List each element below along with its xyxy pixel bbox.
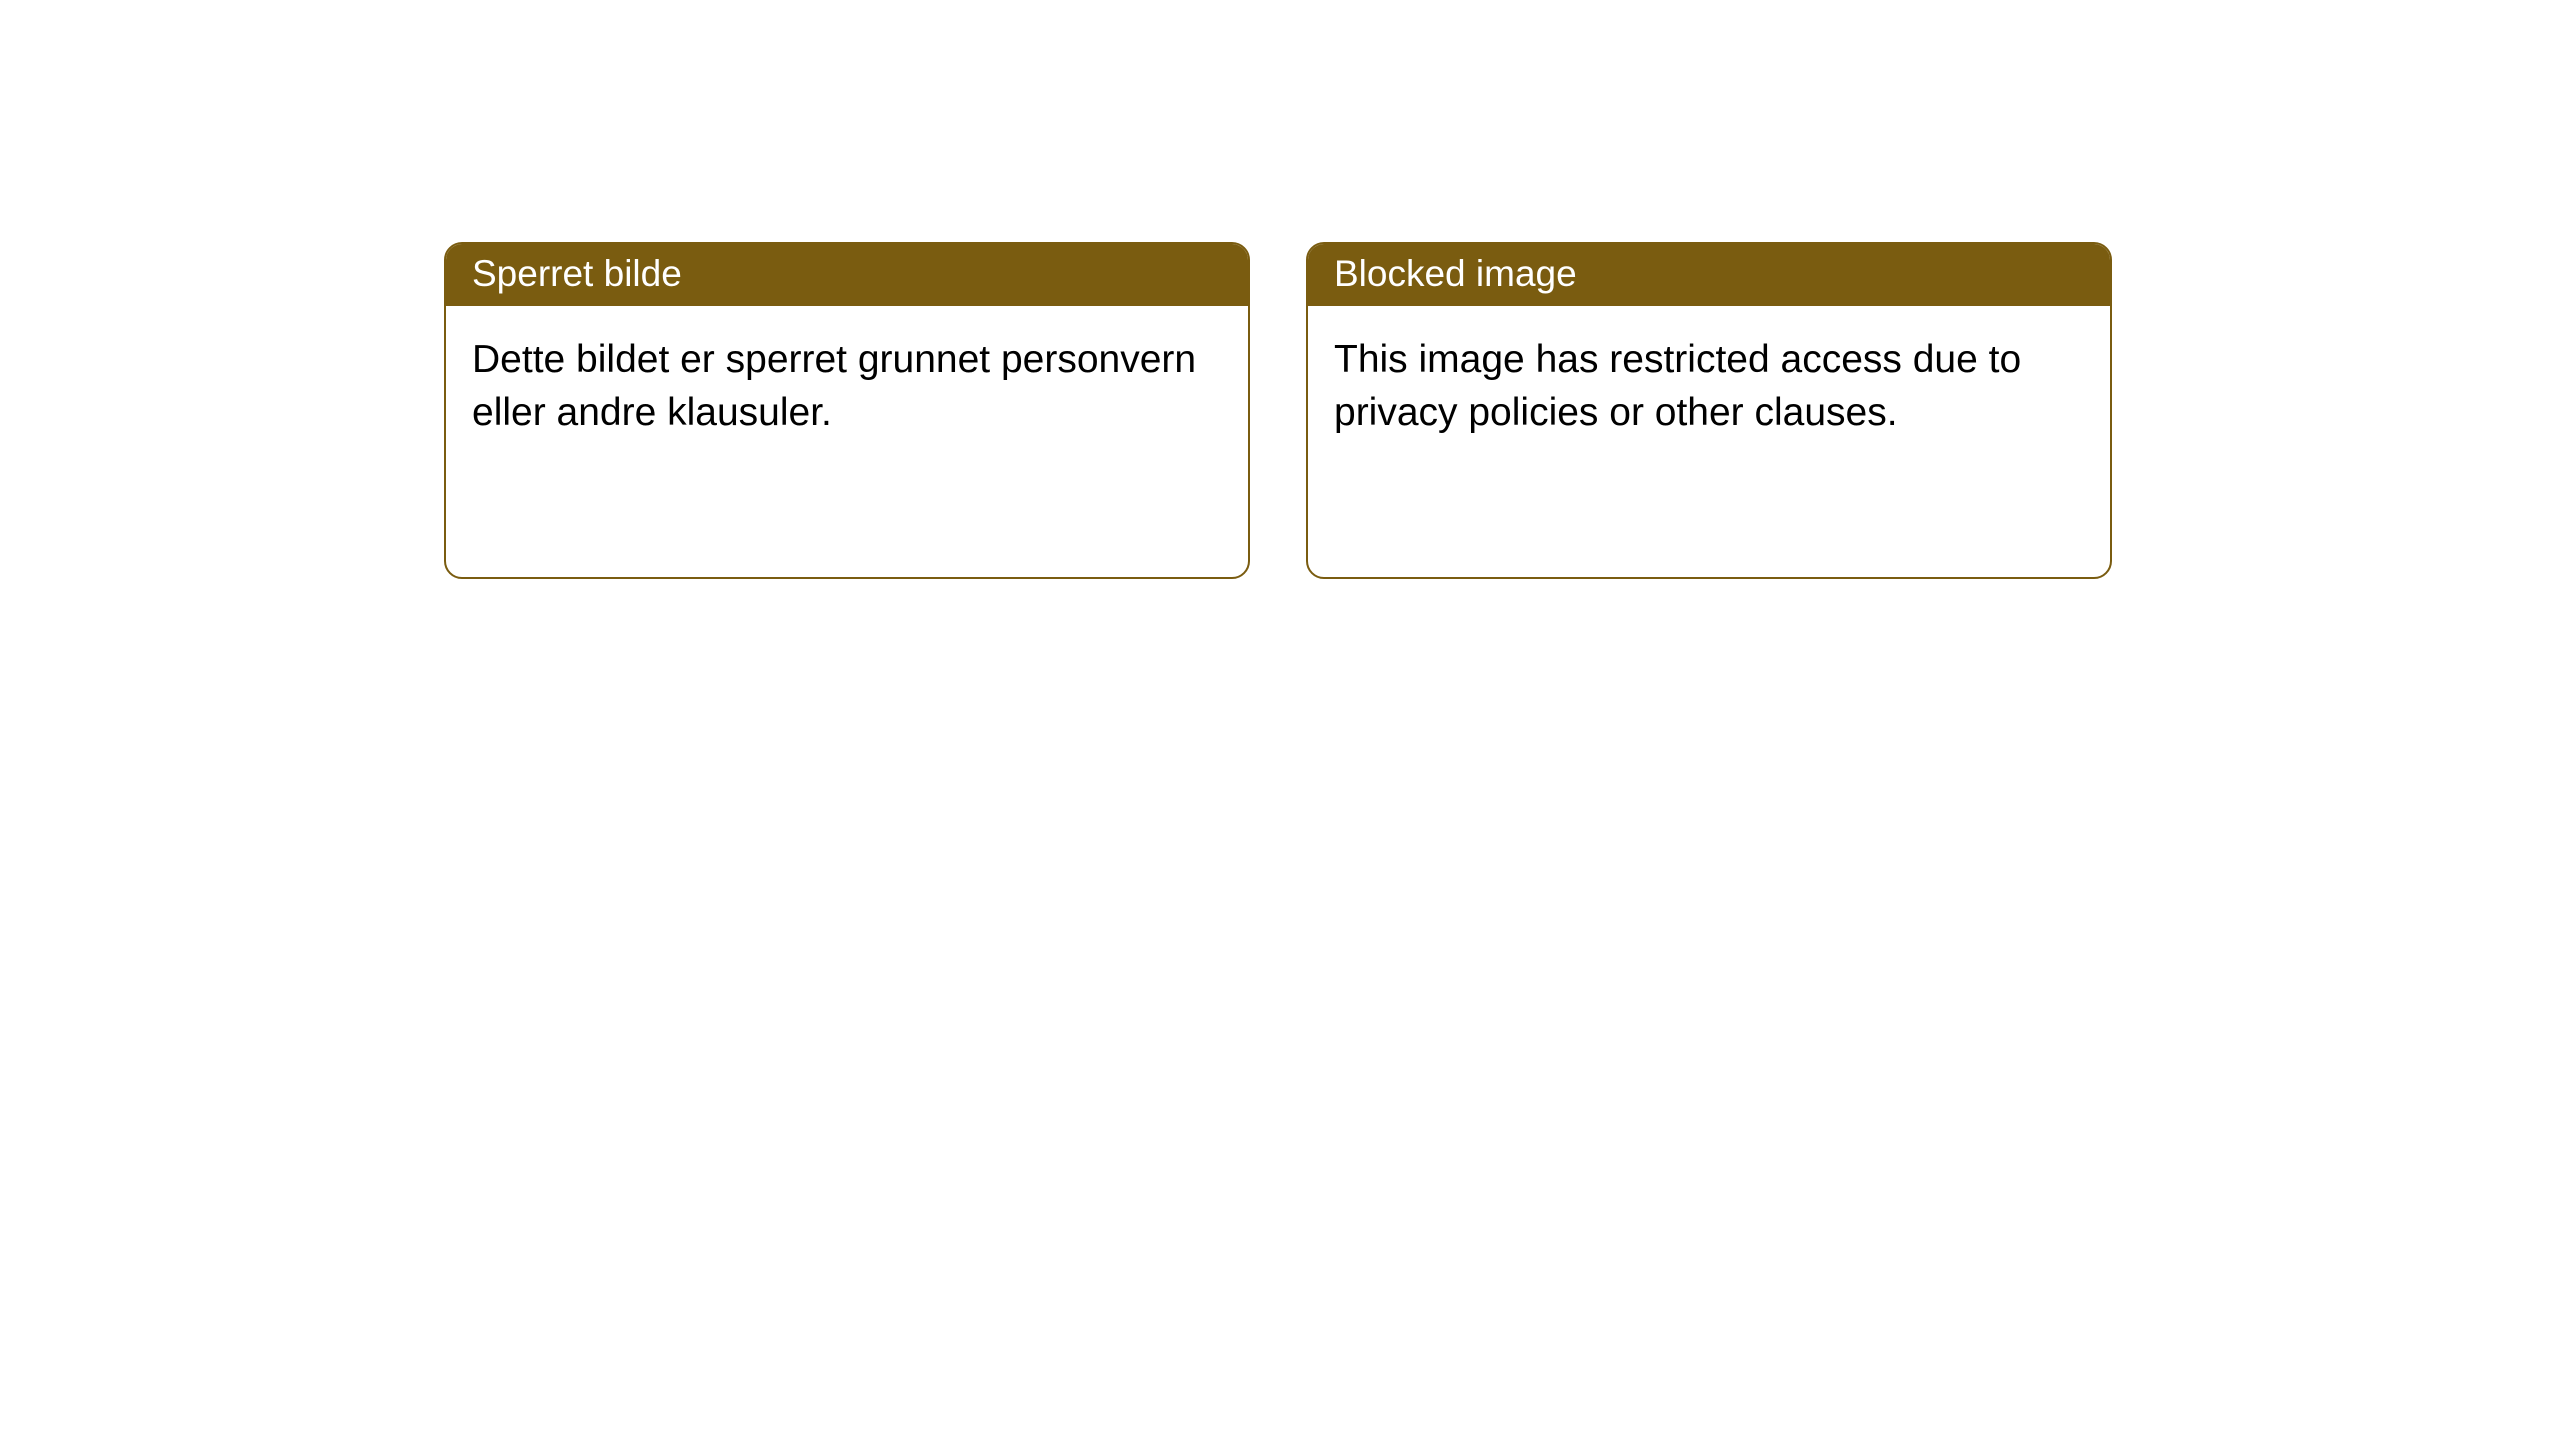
notice-card-english: Blocked image This image has restricted … — [1306, 242, 2112, 579]
notice-body-english: This image has restricted access due to … — [1308, 306, 2110, 467]
notice-header-norwegian: Sperret bilde — [446, 244, 1248, 306]
notice-card-norwegian: Sperret bilde Dette bildet er sperret gr… — [444, 242, 1250, 579]
notice-body-norwegian: Dette bildet er sperret grunnet personve… — [446, 306, 1248, 467]
notice-header-english: Blocked image — [1308, 244, 2110, 306]
notice-container: Sperret bilde Dette bildet er sperret gr… — [0, 0, 2560, 579]
